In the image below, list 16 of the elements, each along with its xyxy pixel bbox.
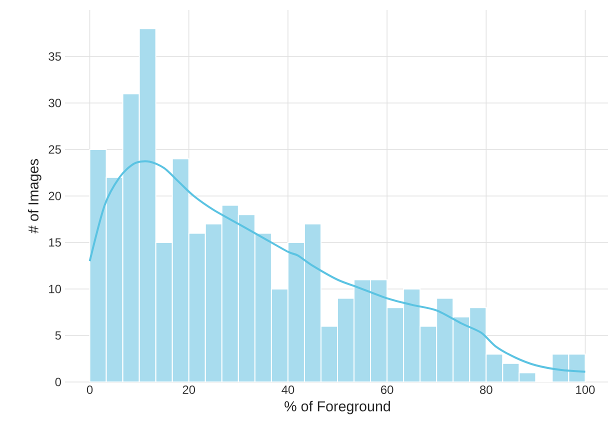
y-tick-label: 30 xyxy=(48,98,62,108)
x-tick-label: 100 xyxy=(576,386,595,394)
y-axis-title: # of Images xyxy=(28,159,42,234)
x-tick-label: 40 xyxy=(282,386,294,394)
x-axis-title: % of Foreground xyxy=(284,400,390,414)
y-tick-label: 35 xyxy=(48,52,61,61)
y-tick-label: 0 xyxy=(55,378,62,386)
y-tick-label: 20 xyxy=(48,192,62,200)
y-tick-label: 10 xyxy=(49,284,62,294)
x-tick-label: 60 xyxy=(381,386,394,394)
y-tick-label: 5 xyxy=(55,331,61,340)
y-tick-label: 25 xyxy=(48,145,61,154)
y-tick-label: 15 xyxy=(49,238,61,247)
x-tick-label: 0 xyxy=(86,386,93,394)
x-tick-label: 80 xyxy=(480,386,492,394)
x-tick-label: 20 xyxy=(182,386,196,394)
